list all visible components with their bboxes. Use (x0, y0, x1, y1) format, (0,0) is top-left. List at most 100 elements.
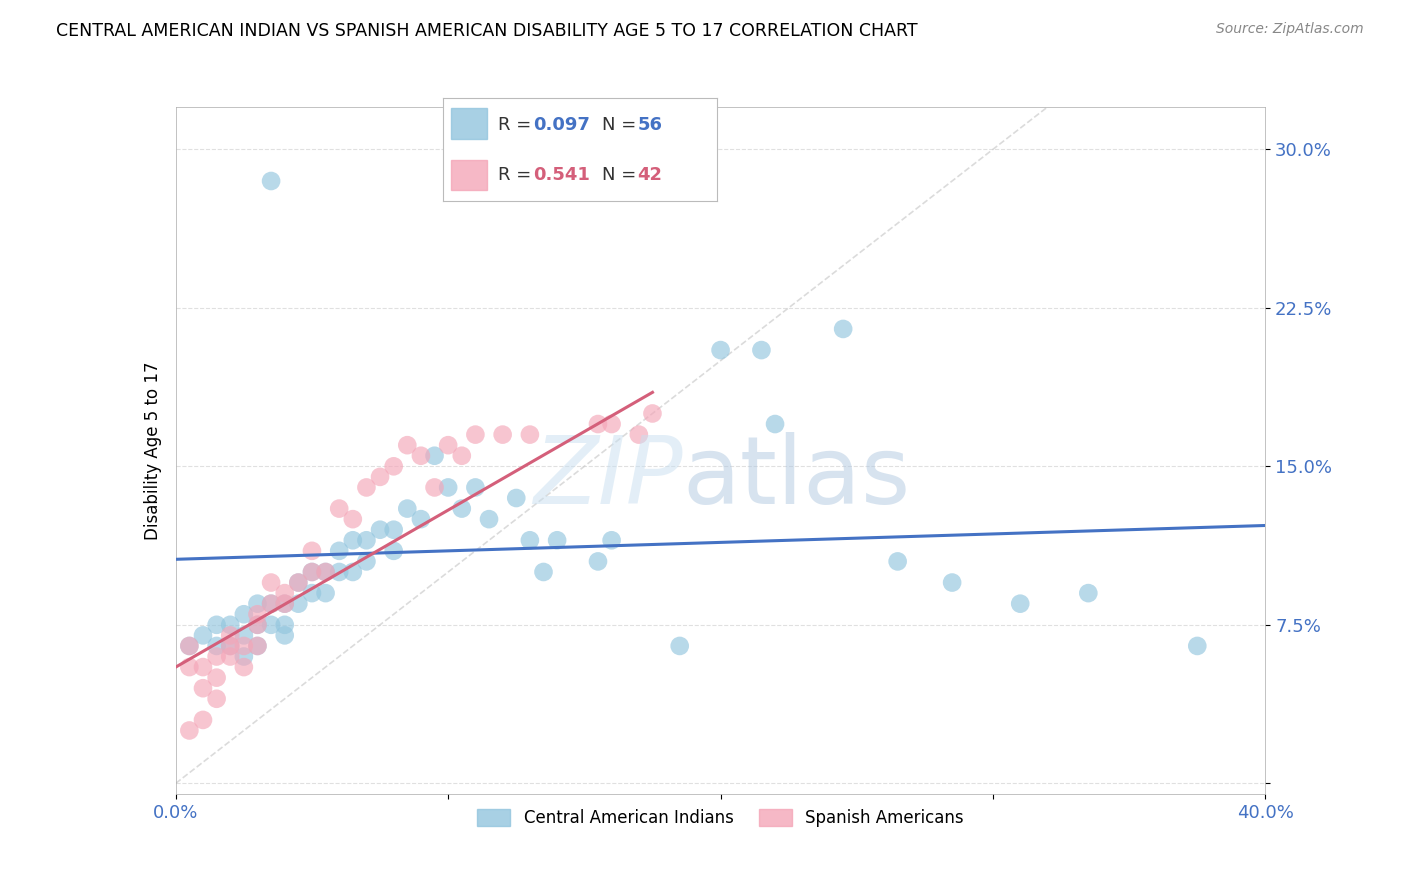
Point (519, 427, 541, 442)
Point (179, 639, 201, 653)
Point (260, 597, 283, 611)
Point (274, 628, 297, 642)
Point (586, 417, 609, 431)
Point (356, 554, 378, 568)
Point (886, 554, 908, 568)
Point (246, 617, 269, 632)
Point (191, 713, 214, 727)
Point (301, 544, 323, 558)
Point (191, 681, 214, 696)
Point (356, 480, 378, 494)
Text: ZIP: ZIP (533, 433, 682, 524)
Point (260, 617, 283, 632)
Point (274, 617, 297, 632)
Point (409, 449, 432, 463)
Text: atlas: atlas (682, 432, 911, 524)
Point (205, 691, 228, 706)
Point (832, 322, 855, 336)
Point (464, 427, 486, 442)
Point (328, 501, 350, 516)
Point (219, 628, 242, 642)
Point (205, 639, 228, 653)
Point (219, 617, 242, 632)
Text: Source: ZipAtlas.com: Source: ZipAtlas.com (1216, 22, 1364, 37)
Point (751, 343, 773, 357)
Point (478, 512, 501, 526)
Text: 0.097: 0.097 (533, 116, 591, 134)
Text: 56: 56 (637, 116, 662, 134)
Point (232, 607, 254, 622)
Point (627, 427, 650, 442)
Point (246, 617, 269, 632)
Point (1010, 597, 1032, 611)
Point (600, 417, 623, 431)
Point (423, 480, 446, 494)
Point (396, 501, 419, 516)
Point (232, 649, 254, 664)
Point (274, 597, 297, 611)
Text: 42: 42 (637, 166, 662, 184)
Point (396, 438, 419, 452)
Point (260, 597, 283, 611)
Point (450, 449, 472, 463)
Point (328, 544, 350, 558)
Point (382, 544, 405, 558)
Point (232, 639, 254, 653)
Point (382, 459, 405, 474)
Point (533, 565, 555, 579)
Point (179, 639, 201, 653)
Point (450, 501, 472, 516)
Point (219, 639, 242, 653)
Point (586, 554, 609, 568)
Point (287, 575, 309, 590)
Point (191, 628, 214, 642)
Point (437, 438, 460, 452)
Point (301, 565, 323, 579)
Point (232, 660, 254, 674)
Point (232, 628, 254, 642)
Point (260, 575, 283, 590)
Point (342, 533, 364, 548)
Point (260, 174, 283, 188)
Point (179, 660, 201, 674)
Point (342, 512, 364, 526)
Text: CENTRAL AMERICAN INDIAN VS SPANISH AMERICAN DISABILITY AGE 5 TO 17 CORRELATION C: CENTRAL AMERICAN INDIAN VS SPANISH AMERI… (56, 22, 918, 40)
Point (356, 533, 378, 548)
Point (205, 671, 228, 685)
Point (328, 565, 350, 579)
Point (600, 533, 623, 548)
Point (191, 660, 214, 674)
Legend: Central American Indians, Spanish Americans: Central American Indians, Spanish Americ… (471, 802, 970, 834)
Point (219, 639, 242, 653)
Text: N =: N = (602, 116, 643, 134)
Point (1187, 639, 1209, 653)
Point (505, 491, 527, 505)
Bar (451, 108, 486, 139)
Point (519, 533, 541, 548)
Point (246, 639, 269, 653)
Point (763, 417, 786, 431)
Point (382, 523, 405, 537)
Point (641, 407, 664, 421)
Point (464, 480, 486, 494)
Point (205, 649, 228, 664)
Point (274, 597, 297, 611)
Point (287, 597, 309, 611)
Point (246, 607, 269, 622)
Text: R =: R = (498, 116, 537, 134)
Text: N =: N = (602, 166, 643, 184)
Point (368, 523, 391, 537)
Point (301, 565, 323, 579)
Point (287, 575, 309, 590)
Text: R =: R = (498, 166, 537, 184)
Point (668, 639, 690, 653)
Point (274, 586, 297, 600)
Point (941, 575, 963, 590)
Point (219, 649, 242, 664)
Bar (451, 160, 486, 190)
Point (546, 533, 568, 548)
Point (246, 597, 269, 611)
Point (437, 480, 460, 494)
Point (246, 639, 269, 653)
Point (179, 723, 201, 738)
